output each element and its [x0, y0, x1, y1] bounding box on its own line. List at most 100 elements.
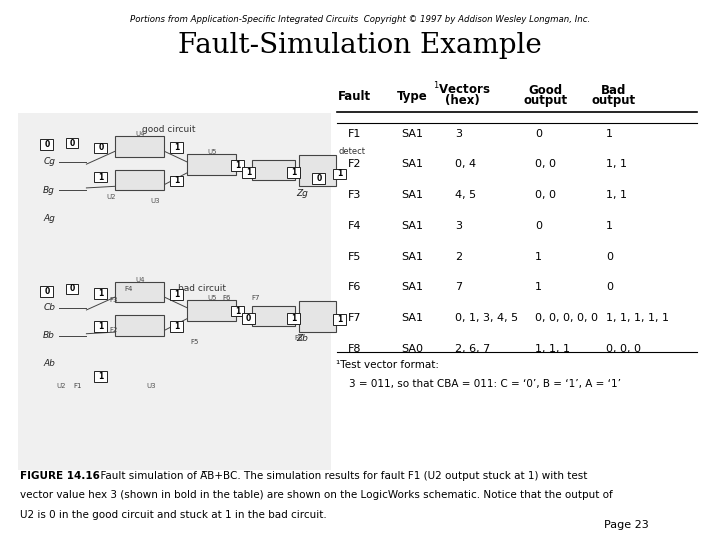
- Text: 0: 0: [69, 139, 75, 147]
- Text: 1: 1: [98, 322, 104, 331]
- Text: F4: F4: [348, 221, 361, 231]
- Text: 0, 1, 3, 4, 5: 0, 1, 3, 4, 5: [455, 313, 518, 323]
- Text: SA1: SA1: [401, 282, 423, 293]
- Text: 1: 1: [235, 307, 240, 315]
- Text: 1: 1: [291, 168, 297, 177]
- Text: 1, 1: 1, 1: [606, 190, 627, 200]
- Text: 1: 1: [174, 290, 179, 299]
- Text: 1, 1, 1: 1, 1, 1: [535, 344, 570, 354]
- Text: vector value hex 3 (shown in bold in the table) are shown on the LogicWorks sche: vector value hex 3 (shown in bold in the…: [20, 490, 613, 501]
- Text: 1: 1: [246, 168, 251, 177]
- Bar: [170, 142, 183, 153]
- Text: 0: 0: [98, 144, 104, 152]
- Text: 0: 0: [44, 287, 50, 296]
- Text: F7: F7: [251, 295, 260, 301]
- Text: 3: 3: [455, 129, 462, 139]
- Text: 1: 1: [98, 372, 104, 381]
- Text: U2 is 0 in the good circuit and stuck at 1 in the bad circuit.: U2 is 0 in the good circuit and stuck at…: [20, 510, 327, 520]
- Text: 0, 0, 0, 0, 0: 0, 0, 0, 0, 0: [535, 313, 598, 323]
- Text: U2: U2: [56, 383, 66, 389]
- Bar: [231, 160, 244, 171]
- Text: 0: 0: [246, 314, 251, 323]
- Text: bad circuit: bad circuit: [178, 284, 225, 293]
- Text: 4, 5: 4, 5: [455, 190, 476, 200]
- Text: 0, 4: 0, 4: [455, 159, 476, 170]
- Text: U5: U5: [207, 295, 217, 301]
- Bar: [187, 300, 236, 321]
- Text: 1: 1: [174, 177, 179, 185]
- Text: Fault-Simulation Example: Fault-Simulation Example: [178, 32, 542, 59]
- Text: 0, 0: 0, 0: [535, 159, 556, 170]
- Text: 3: 3: [455, 221, 462, 231]
- Bar: [170, 176, 183, 186]
- Bar: [115, 170, 164, 190]
- Text: Zb: Zb: [297, 334, 308, 342]
- Text: 1: 1: [535, 282, 542, 293]
- Text: Fault: Fault: [338, 90, 371, 103]
- Bar: [94, 371, 107, 382]
- Text: 0: 0: [316, 174, 322, 183]
- Text: F3: F3: [348, 190, 361, 200]
- Text: 1: 1: [235, 161, 240, 170]
- Bar: [115, 282, 164, 302]
- Text: 1: 1: [174, 143, 179, 152]
- Text: Portions from Application-Specific Integrated Circuits  Copyright © 1997 by Addi: Portions from Application-Specific Integ…: [130, 15, 590, 24]
- Bar: [40, 286, 53, 297]
- Text: F7: F7: [348, 313, 361, 323]
- Text: SA1: SA1: [401, 221, 423, 231]
- Text: output: output: [523, 94, 568, 107]
- Text: $^1$Vectors: $^1$Vectors: [433, 80, 491, 97]
- Text: SA1: SA1: [401, 159, 423, 170]
- Text: ¹Test vector format:: ¹Test vector format:: [336, 360, 439, 370]
- Bar: [242, 313, 255, 324]
- Text: 1, 1: 1, 1: [606, 159, 627, 170]
- Text: 1: 1: [535, 252, 542, 262]
- Text: Ab: Ab: [43, 360, 55, 368]
- Text: F6: F6: [222, 295, 231, 301]
- Text: Cg: Cg: [43, 158, 55, 166]
- Bar: [333, 168, 346, 179]
- Bar: [66, 284, 78, 294]
- Text: F3: F3: [109, 296, 118, 303]
- Text: F8: F8: [294, 334, 303, 341]
- Text: 1: 1: [337, 315, 343, 324]
- Text: U3: U3: [150, 198, 160, 205]
- Text: F4: F4: [124, 286, 132, 292]
- Bar: [242, 167, 255, 178]
- Text: 1, 1, 1, 1, 1: 1, 1, 1, 1, 1: [606, 313, 670, 323]
- Bar: [287, 313, 300, 324]
- Text: Type: Type: [397, 90, 427, 103]
- Text: 1: 1: [174, 322, 179, 331]
- Text: F2: F2: [348, 159, 361, 170]
- Text: 3 = 011, so that CBA = 011: C = ‘0’, B = ‘1’, A = ‘1’: 3 = 011, so that CBA = 011: C = ‘0’, B =…: [336, 379, 621, 389]
- Text: 1: 1: [98, 173, 104, 181]
- Text: 1: 1: [606, 221, 613, 231]
- Bar: [299, 155, 336, 186]
- Text: F6: F6: [348, 282, 361, 293]
- Text: 0: 0: [606, 282, 613, 293]
- Text: 0: 0: [44, 140, 50, 149]
- Text: Bb: Bb: [43, 332, 55, 340]
- Bar: [187, 154, 236, 175]
- Text: Bg: Bg: [43, 186, 55, 194]
- Text: 0: 0: [606, 252, 613, 262]
- Text: F1: F1: [73, 383, 82, 389]
- Text: SA1: SA1: [401, 190, 423, 200]
- Bar: [66, 138, 78, 148]
- Text: detect: detect: [338, 147, 365, 156]
- Text: SA0: SA0: [401, 344, 423, 354]
- Bar: [94, 143, 107, 153]
- Bar: [115, 136, 164, 157]
- Text: F2: F2: [109, 327, 118, 334]
- Text: 1: 1: [606, 129, 613, 139]
- Bar: [287, 167, 300, 178]
- Text: 0: 0: [69, 285, 75, 293]
- Text: Zg: Zg: [297, 189, 308, 198]
- Bar: [252, 160, 295, 180]
- Text: SA1: SA1: [401, 313, 423, 323]
- Text: F1: F1: [348, 129, 361, 139]
- Bar: [18, 113, 331, 470]
- Text: U3: U3: [146, 383, 156, 389]
- Text: 1: 1: [98, 289, 104, 298]
- Bar: [94, 321, 107, 332]
